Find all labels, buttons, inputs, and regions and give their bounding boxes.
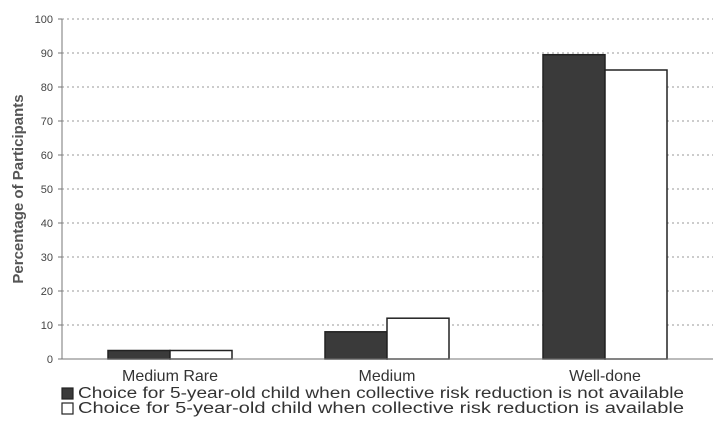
bars (107, 53, 668, 360)
bar-not-available-0 (107, 349, 171, 360)
legend: Choice for 5-year-old child when collect… (61, 385, 684, 417)
legend-label: Choice for 5-year-old child when collect… (78, 385, 684, 402)
y-tick-label: 80 (41, 82, 53, 94)
bar-available-1 (386, 317, 450, 360)
y-tick-label: 90 (41, 48, 53, 60)
y-axis-label: Percentage of Participants (10, 94, 27, 283)
bar-not-available-1 (324, 331, 388, 360)
legend-label: Choice for 5-year-old child when collect… (78, 400, 684, 417)
y-tick-label: 10 (41, 320, 53, 332)
legend-swatch (61, 387, 74, 400)
y-tick-label: 70 (41, 116, 53, 128)
axes (61, 19, 713, 360)
bar-available-0 (169, 349, 233, 360)
y-tick-label: 100 (35, 14, 53, 26)
x-tick-label: Well-done (569, 368, 641, 385)
x-tick-label: Medium Rare (122, 368, 218, 385)
x-tick-labels: Medium Rare Medium Well-done (122, 368, 641, 385)
y-tick-label: 30 (41, 252, 53, 264)
y-tick-label: 20 (41, 286, 53, 298)
x-tick-label: Medium (359, 368, 416, 385)
bar-not-available-2 (542, 53, 606, 360)
y-tick-labels: 0 10 20 30 40 50 60 70 80 90 100 (35, 14, 53, 366)
y-tick-label: 50 (41, 184, 53, 196)
bar-available-2 (604, 69, 668, 360)
y-tick-label: 0 (47, 354, 53, 366)
y-tick-label: 60 (41, 150, 53, 162)
y-tick-label: 40 (41, 218, 53, 230)
legend-swatch (61, 402, 74, 415)
